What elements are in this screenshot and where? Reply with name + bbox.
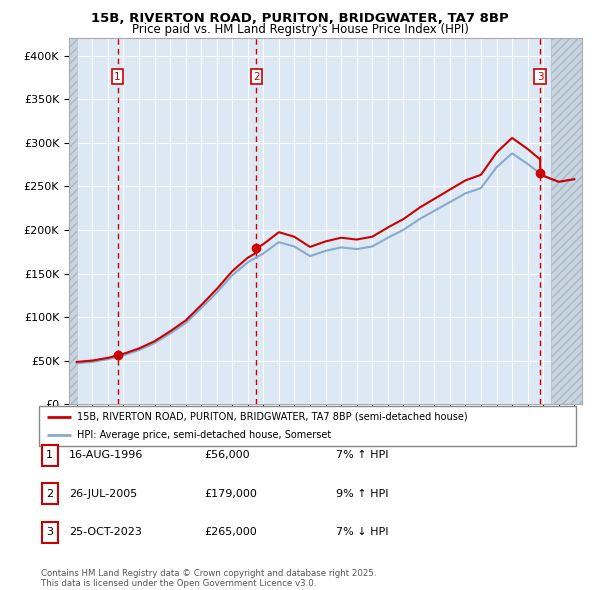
Text: £56,000: £56,000 xyxy=(204,451,250,460)
Text: HPI: Average price, semi-detached house, Somerset: HPI: Average price, semi-detached house,… xyxy=(77,430,331,440)
FancyBboxPatch shape xyxy=(39,406,576,446)
FancyBboxPatch shape xyxy=(42,522,58,543)
FancyBboxPatch shape xyxy=(42,445,58,466)
Text: 3: 3 xyxy=(537,72,544,82)
Text: 7% ↑ HPI: 7% ↑ HPI xyxy=(336,451,389,460)
Text: 1: 1 xyxy=(46,451,53,460)
FancyBboxPatch shape xyxy=(42,483,58,504)
Text: Contains HM Land Registry data © Crown copyright and database right 2025.
This d: Contains HM Land Registry data © Crown c… xyxy=(41,569,376,588)
Text: 26-JUL-2005: 26-JUL-2005 xyxy=(69,489,137,499)
Text: 15B, RIVERTON ROAD, PURITON, BRIDGWATER, TA7 8BP: 15B, RIVERTON ROAD, PURITON, BRIDGWATER,… xyxy=(91,12,509,25)
Text: £265,000: £265,000 xyxy=(204,527,257,537)
Text: 2: 2 xyxy=(253,72,260,82)
Text: Price paid vs. HM Land Registry's House Price Index (HPI): Price paid vs. HM Land Registry's House … xyxy=(131,23,469,36)
Text: 1: 1 xyxy=(114,72,121,82)
Text: 9% ↑ HPI: 9% ↑ HPI xyxy=(336,489,389,499)
Text: 25-OCT-2023: 25-OCT-2023 xyxy=(69,527,142,537)
Text: 3: 3 xyxy=(46,527,53,537)
Text: 16-AUG-1996: 16-AUG-1996 xyxy=(69,451,143,460)
Text: 15B, RIVERTON ROAD, PURITON, BRIDGWATER, TA7 8BP (semi-detached house): 15B, RIVERTON ROAD, PURITON, BRIDGWATER,… xyxy=(77,412,467,422)
Text: 2: 2 xyxy=(46,489,53,499)
Text: £179,000: £179,000 xyxy=(204,489,257,499)
Text: 7% ↓ HPI: 7% ↓ HPI xyxy=(336,527,389,537)
